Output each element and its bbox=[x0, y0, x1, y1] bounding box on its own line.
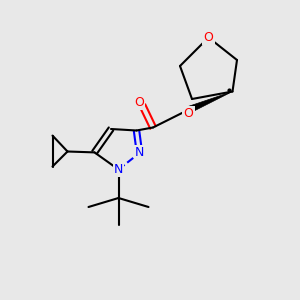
Polygon shape bbox=[184, 92, 232, 114]
Text: N: N bbox=[135, 146, 144, 160]
Text: N: N bbox=[114, 163, 123, 176]
Text: O: O bbox=[184, 107, 193, 120]
Text: O: O bbox=[134, 95, 144, 109]
Text: O: O bbox=[204, 31, 213, 44]
